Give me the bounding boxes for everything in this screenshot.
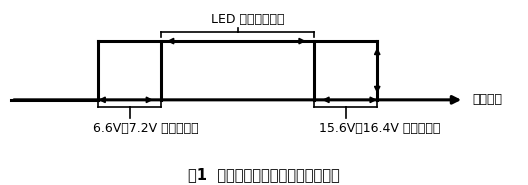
Text: 电池电压: 电池电压 — [472, 93, 502, 106]
Text: 15.6V～16.4V 迟滞比较区: 15.6V～16.4V 迟滞比较区 — [319, 122, 441, 135]
Text: 图1  车用电池迟滞电压管理控制模型: 图1 车用电池迟滞电压管理控制模型 — [188, 167, 340, 182]
Text: 6.6V～7.2V 迟滞比较区: 6.6V～7.2V 迟滞比较区 — [93, 122, 199, 135]
Text: LED 驱动器工作区: LED 驱动器工作区 — [211, 13, 285, 26]
